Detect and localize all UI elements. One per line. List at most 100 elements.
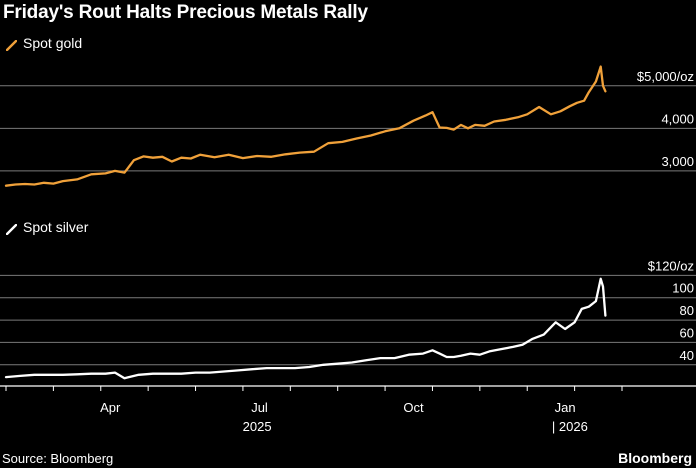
gold-data-point xyxy=(62,180,64,182)
gold-data-point xyxy=(256,155,258,157)
gold-data-point xyxy=(90,173,92,175)
silver-data-point xyxy=(602,285,604,288)
silver-data-point xyxy=(604,315,607,317)
silver-ytick-label: $120/oz xyxy=(648,258,694,273)
gold-data-point xyxy=(43,182,45,184)
silver-data-point xyxy=(600,278,602,280)
silver-data-point xyxy=(351,361,353,364)
silver-data-point xyxy=(114,371,116,374)
x-tick-label: Oct xyxy=(403,400,424,415)
gold-data-point xyxy=(602,85,604,87)
gold-data-point xyxy=(384,130,386,132)
silver-data-point xyxy=(500,348,502,350)
gold-data-point xyxy=(398,127,400,129)
legend-silver-label: Spot silver xyxy=(23,219,89,235)
silver-ytick-label: 100 xyxy=(672,281,694,296)
gold-data-point xyxy=(370,134,372,137)
gold-data-point xyxy=(453,128,455,131)
gold-data-point xyxy=(199,154,201,156)
gold-data-point xyxy=(526,113,528,115)
gold-data-point xyxy=(412,120,415,122)
silver-data-point xyxy=(588,306,590,308)
gold-swatch-icon xyxy=(5,38,18,51)
gold-data-point xyxy=(474,124,476,126)
silver-data-point xyxy=(488,350,490,352)
gold-data-point xyxy=(569,105,571,107)
x-tick-label: Jan xyxy=(555,400,576,415)
silver-data-point xyxy=(531,338,533,340)
silver-data-point xyxy=(543,334,545,336)
gold-data-point xyxy=(123,171,126,174)
legend-gold-label: Spot gold xyxy=(23,35,83,51)
gold-data-point xyxy=(133,159,135,161)
gold-series-line xyxy=(4,65,607,187)
gold-data-point xyxy=(600,66,602,68)
gold-data-point xyxy=(588,91,590,93)
gold-data-point xyxy=(33,183,36,186)
silver-data-point xyxy=(460,355,462,357)
x-tick-label: Jul xyxy=(251,400,268,415)
silver-data-point xyxy=(512,346,514,348)
silver-data-point xyxy=(166,373,168,375)
silver-data-point xyxy=(453,356,455,358)
gold-data-point xyxy=(595,80,597,83)
gold-data-point xyxy=(52,183,54,185)
gold-data-point xyxy=(583,100,585,102)
silver-data-point xyxy=(393,357,396,359)
gold-data-point xyxy=(270,156,272,158)
silver-data-point xyxy=(237,369,239,371)
gold-data-point xyxy=(341,141,344,143)
gold-data-point xyxy=(576,102,578,104)
silver-data-point xyxy=(365,359,367,361)
gold-data-point xyxy=(446,127,448,129)
gold-data-point xyxy=(517,116,519,118)
silver-ytick-label: 40 xyxy=(680,348,694,363)
gold-data-point xyxy=(213,156,216,158)
gold-data-point xyxy=(104,172,107,175)
gold-data-point xyxy=(356,137,358,140)
silver-ytick-label: 80 xyxy=(680,303,694,318)
gold-data-point xyxy=(171,160,173,163)
x-year-label: 2025 xyxy=(243,419,272,434)
gold-data-point xyxy=(5,185,7,187)
gold-data-point xyxy=(284,153,287,155)
silver-data-point xyxy=(62,374,64,376)
gold-data-point xyxy=(327,142,329,144)
silver-data-point xyxy=(555,321,557,323)
silver-data-point xyxy=(308,366,310,368)
gold-data-point xyxy=(431,111,434,113)
gold-data-point xyxy=(152,157,154,159)
gold-data-point xyxy=(424,114,426,117)
gold-data-point xyxy=(538,106,540,108)
gold-data-point xyxy=(190,157,192,160)
gold-data-point xyxy=(142,155,145,157)
silver-data-point xyxy=(408,354,410,356)
silver-data-point xyxy=(152,373,154,375)
silver-data-point xyxy=(138,374,140,376)
gold-data-point xyxy=(550,113,552,115)
gold-data-point xyxy=(24,183,26,185)
silver-data-point xyxy=(379,357,381,359)
gold-data-point xyxy=(559,110,562,112)
gold-data-point xyxy=(604,90,607,92)
silver-data-point xyxy=(280,367,282,369)
legend-silver: Spot silver xyxy=(5,219,89,235)
silver-data-point xyxy=(90,373,92,375)
gold-ytick-label: 4,000 xyxy=(661,111,694,126)
silver-data-point xyxy=(337,363,339,365)
silver-series-line xyxy=(4,277,607,380)
silver-data-point xyxy=(209,371,211,374)
gold-data-point xyxy=(467,127,469,129)
silver-data-point xyxy=(123,377,126,379)
silver-data-point xyxy=(180,373,182,375)
silver-data-point xyxy=(294,367,296,369)
gold-data-point xyxy=(180,157,182,159)
silver-data-point xyxy=(564,328,566,330)
silver-data-point xyxy=(422,353,424,355)
gold-ytick-label: $5,000/oz xyxy=(637,69,694,84)
silver-data-point xyxy=(322,364,325,366)
silver-data-point xyxy=(521,344,524,346)
silver-data-point xyxy=(574,321,576,323)
silver-data-point xyxy=(469,353,471,355)
